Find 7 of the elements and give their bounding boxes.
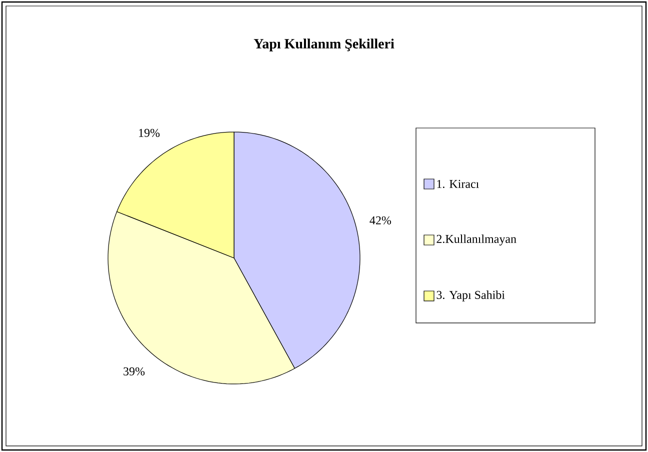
data-label: 19% (139, 128, 160, 138)
legend-label: 1. Kiracı (437, 180, 479, 188)
data-label: 42% (370, 216, 392, 224)
legend-label: 3. Yapı Sahibi (436, 290, 505, 302)
legend-label: 2.Kullanılmayan (436, 234, 516, 246)
chart-title: Yapı Kullanım Şekilleri (254, 38, 394, 52)
data-label: 39% (124, 367, 145, 376)
